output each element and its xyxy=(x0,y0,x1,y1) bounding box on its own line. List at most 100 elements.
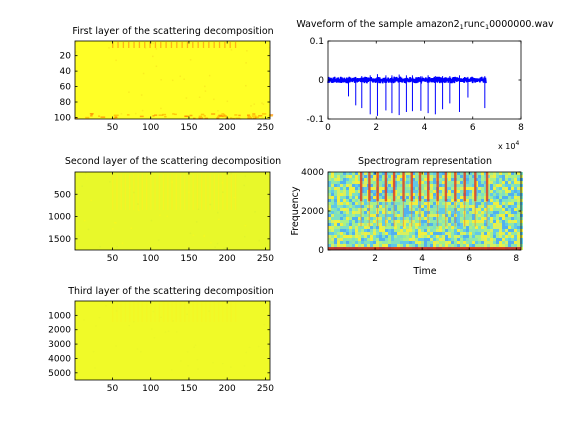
spectrogram-cell xyxy=(373,229,376,232)
spectrogram-cell xyxy=(442,232,445,235)
first-layer-title: First layer of the scattering decomposit… xyxy=(72,26,273,37)
waveform-panel: Waveform of the sample amazon21runc10000… xyxy=(296,19,554,151)
heatmap-speckle xyxy=(187,365,190,367)
spectrogram-cell xyxy=(460,229,463,232)
spectrogram-cell xyxy=(412,193,415,196)
heatmap-speckle xyxy=(219,115,224,117)
spectrogram-cell xyxy=(406,190,409,193)
spectrogram-cell xyxy=(379,220,382,223)
heatmap-speckle xyxy=(221,113,225,115)
spectrogram-cell xyxy=(343,196,346,199)
spectrogram-cell xyxy=(346,181,349,184)
spectrogram-cell xyxy=(472,238,475,241)
spectrogram-cell xyxy=(367,238,370,241)
spectrogram-cell xyxy=(517,205,520,208)
spectrogram-cell xyxy=(346,178,349,181)
spectrogram-cell xyxy=(454,235,457,238)
spectrogram-cell xyxy=(445,229,448,232)
heatmap-speckle xyxy=(200,113,205,116)
spectrogram-cell xyxy=(397,232,400,235)
spectrogram-cell xyxy=(406,214,409,217)
spectrogram-cell xyxy=(490,238,493,241)
spectrogram-cell xyxy=(349,202,352,205)
spectrogram-cell xyxy=(493,235,496,238)
heatmap-speckle xyxy=(193,346,195,348)
spectrogram-cell xyxy=(499,226,502,229)
heatmap-speckle xyxy=(225,247,227,249)
spectrogram-cell xyxy=(331,190,334,193)
spectrogram-cell xyxy=(481,184,484,187)
heatmap-stripe xyxy=(171,302,173,322)
spectrogram-cell xyxy=(511,184,514,187)
spectrogram-cell xyxy=(421,199,424,202)
spectrogram-cell xyxy=(349,226,352,229)
spectrogram-event-tail xyxy=(427,201,429,227)
spectrogram-cell xyxy=(484,217,487,220)
spectrogram-cell xyxy=(334,232,337,235)
spectrogram-cell xyxy=(481,226,484,229)
spectrogram-cell xyxy=(400,238,403,241)
spectrogram-cell xyxy=(349,205,352,208)
spectrogram-cell xyxy=(391,172,394,175)
heatmap-speckle xyxy=(81,185,83,187)
spectrogram-cell xyxy=(349,178,352,181)
spectrogram-cell xyxy=(514,223,517,226)
spectrogram-cell xyxy=(442,214,445,217)
spectrogram-cell xyxy=(346,241,349,244)
spectrogram-cell xyxy=(400,184,403,187)
spectrogram-cell xyxy=(334,205,337,208)
spectrogram-cell xyxy=(403,223,406,226)
spectrogram-cell xyxy=(487,178,490,181)
spectrogram-cell xyxy=(466,208,469,211)
spectrogram-cell xyxy=(346,214,349,217)
spectrogram-cell xyxy=(439,187,442,190)
spectrogram-cell xyxy=(358,214,361,217)
spectrogram-cell xyxy=(361,220,364,223)
spectrogram-cell xyxy=(364,193,367,196)
spectrogram-cell xyxy=(466,187,469,190)
spectrogram-cell xyxy=(379,196,382,199)
spectrogram-cell xyxy=(370,220,373,223)
heatmap-speckle xyxy=(98,317,101,319)
spectrogram-cell xyxy=(448,184,451,187)
spectrogram-cell xyxy=(349,199,352,202)
spectrogram-cell xyxy=(442,175,445,178)
spectrogram-cell xyxy=(385,232,388,235)
heatmap-speckle xyxy=(189,232,192,235)
spectrogram-cell xyxy=(451,211,454,214)
spectrogram-cell xyxy=(475,217,478,220)
spectrogram-cell xyxy=(343,232,346,235)
spectrogram-frame xyxy=(327,171,522,251)
spectrogram-cell xyxy=(451,223,454,226)
heatmap-speckle xyxy=(129,187,131,189)
spectrogram-cell xyxy=(424,211,427,214)
spectrogram-cell xyxy=(433,226,436,229)
spectrogram-cell xyxy=(340,208,343,211)
spectrogram-cell xyxy=(334,223,337,226)
spectrogram-cell xyxy=(430,187,433,190)
spectrogram-cell xyxy=(505,181,508,184)
spectrogram-cell xyxy=(343,187,346,190)
heatmap-stripe xyxy=(171,174,173,210)
spectrogram-cell xyxy=(352,196,355,199)
x-tick-label: 250 xyxy=(257,123,274,133)
spectrogram-cell xyxy=(490,226,493,229)
spectrogram-cell xyxy=(364,190,367,193)
spectrogram-cell xyxy=(442,181,445,184)
heatmap-speckle xyxy=(152,310,155,313)
spectrogram-cell xyxy=(349,229,352,232)
spectrogram-cell xyxy=(430,235,433,238)
spectrogram-cell xyxy=(403,238,406,241)
spectrogram-cell xyxy=(451,232,454,235)
spectrogram-cell xyxy=(484,193,487,196)
spectrogram-cell xyxy=(352,175,355,178)
spectrogram-cell xyxy=(490,232,493,235)
spectrogram-cell xyxy=(415,181,418,184)
spectrogram-cell xyxy=(490,187,493,190)
spectrogram-cell xyxy=(352,229,355,232)
spectrogram-cell xyxy=(520,193,523,196)
spectrogram-cell xyxy=(382,199,385,202)
spectrogram-cell xyxy=(349,232,352,235)
spectrogram-cell xyxy=(403,241,406,244)
spectrogram-cell xyxy=(391,184,394,187)
